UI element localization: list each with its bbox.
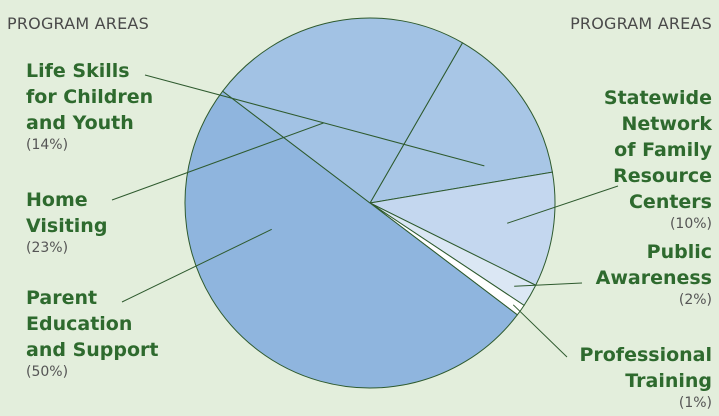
leader-line-3 <box>512 304 568 358</box>
label-home-visiting: Home Visiting (23%) <box>26 187 107 257</box>
label-home-visiting-line2: Visiting <box>26 215 108 237</box>
label-statewide-percent: (10%) <box>669 216 712 232</box>
label-professional-training-line1: Professional <box>579 344 712 366</box>
label-life-skills-line3: and Youth <box>26 112 134 134</box>
label-public-awareness-line2: Awareness <box>595 267 712 289</box>
label-professional-training-percent: (1%) <box>678 395 712 411</box>
right-heading: PROGRAM AREAS <box>570 14 712 33</box>
label-life-skills: Life Skills for Children and Youth (14%) <box>26 58 153 154</box>
label-parent-education: Parent Education and Support (50%) <box>26 285 158 381</box>
label-parent-education-line1: Parent <box>26 287 98 309</box>
label-statewide-line3: of Family <box>614 139 712 161</box>
label-statewide-line5: Centers <box>628 191 712 213</box>
label-professional-training: Professional Training (1%) <box>579 342 712 412</box>
leader-line-4 <box>121 228 272 303</box>
label-life-skills-line2: for Children <box>26 86 154 108</box>
label-parent-education-line2: Education <box>26 313 133 335</box>
label-statewide-line2: Network <box>621 113 712 135</box>
leader-line-5 <box>111 122 324 201</box>
label-statewide-network: Statewide Network of Family Resource Cen… <box>604 85 712 233</box>
pie-slice-1 <box>368 171 556 286</box>
label-statewide-line4: Resource <box>613 165 712 187</box>
label-public-awareness: Public Awareness (2%) <box>596 239 712 309</box>
pie-slice-5 <box>221 17 464 204</box>
pie-slice-0 <box>369 42 553 204</box>
label-professional-training-line2: Training <box>625 370 712 392</box>
left-heading: PROGRAM AREAS <box>7 14 149 33</box>
label-parent-education-line3: and Support <box>26 339 159 361</box>
label-statewide-line1: Statewide <box>603 87 712 109</box>
pie-slice-4 <box>184 90 519 389</box>
label-parent-education-percent: (50%) <box>26 364 69 380</box>
label-public-awareness-line1: Public <box>646 241 712 263</box>
leader-line-0 <box>144 74 485 167</box>
label-home-visiting-line1: Home <box>26 189 88 211</box>
label-life-skills-line1: Life Skills <box>26 60 130 82</box>
label-public-awareness-percent: (2%) <box>678 292 712 308</box>
label-home-visiting-percent: (23%) <box>26 240 69 256</box>
label-life-skills-percent: (14%) <box>26 137 69 153</box>
leader-line-2 <box>514 282 583 287</box>
leader-line-1 <box>507 185 619 224</box>
